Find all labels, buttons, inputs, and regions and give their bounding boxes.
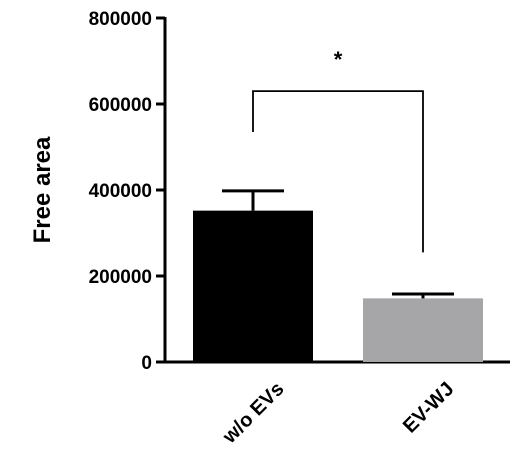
y-tick-label: 800000 [89, 9, 152, 30]
bar [193, 210, 313, 362]
x-tick-label: w/o EVs [218, 378, 289, 449]
significance-bracket [252, 90, 424, 253]
y-tick-label: 0 [141, 353, 152, 374]
y-axis-title: Free area [29, 136, 56, 243]
plot-area: 0 200000 400000 600000 800000 w/o EVs EV-WJ * [89, 9, 510, 448]
y-tick-label: 400000 [89, 181, 152, 202]
y-tick-label: 600000 [89, 95, 152, 116]
y-tick-label: 200000 [89, 267, 152, 288]
significance-label: * [334, 47, 343, 72]
bar [363, 298, 483, 362]
x-tick-label: EV-WJ [399, 378, 459, 438]
